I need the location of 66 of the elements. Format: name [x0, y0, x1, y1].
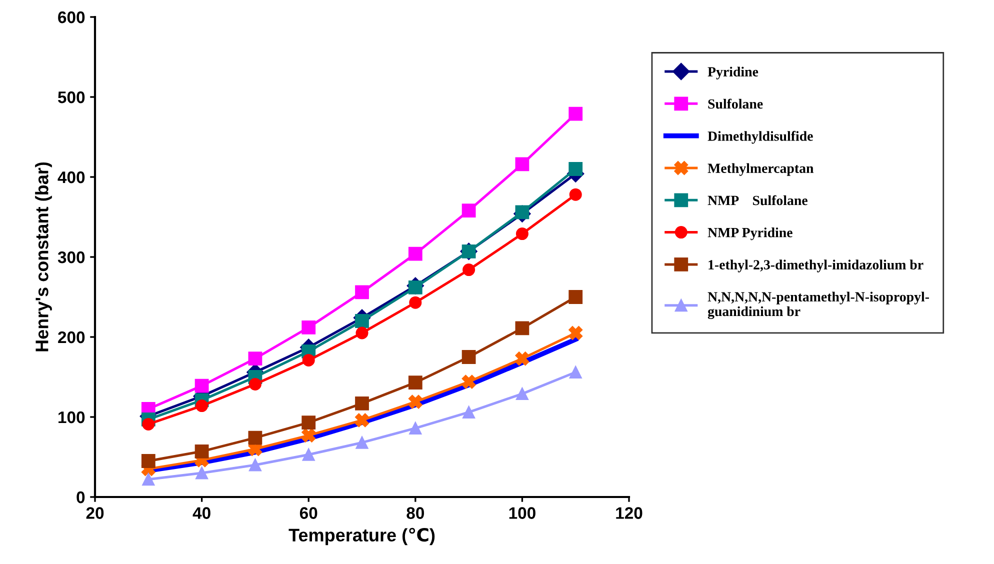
- point: [248, 458, 262, 472]
- point: [141, 454, 156, 468]
- legend-label: Dimethyldisulfide: [708, 130, 813, 144]
- point: [568, 290, 583, 304]
- point: [408, 394, 422, 409]
- y-tick-label: 600: [58, 11, 85, 24]
- y-tick-label: 500: [58, 91, 85, 104]
- point: [355, 396, 369, 410]
- x-tick-label: 100: [509, 507, 536, 519]
- point: [142, 473, 155, 486]
- point: [515, 352, 530, 366]
- y-axis-title: Henry's constant (bar): [35, 162, 52, 352]
- legend-label: Methylmercaptan: [708, 163, 814, 176]
- x-tick-label: 80: [406, 507, 424, 519]
- point: [142, 418, 155, 430]
- point: [355, 285, 369, 300]
- point: [302, 428, 316, 442]
- point: [302, 448, 315, 461]
- point: [515, 321, 530, 336]
- point: [569, 366, 582, 378]
- point: [462, 264, 476, 276]
- point: [568, 162, 583, 176]
- point: [356, 326, 368, 340]
- point: [302, 320, 316, 334]
- y-tick-label: 0: [76, 491, 85, 504]
- point: [248, 430, 262, 445]
- legend-label: NMP Sulfolane: [708, 195, 808, 206]
- point: [194, 444, 209, 458]
- point: [568, 326, 583, 340]
- point: [462, 406, 476, 418]
- point: [516, 228, 528, 240]
- point: [408, 376, 422, 390]
- legend-label: NMP Pyridine: [708, 228, 792, 240]
- point: [462, 204, 476, 218]
- y-tick-label: 200: [58, 331, 85, 344]
- x-tick-label: 120: [616, 507, 642, 519]
- point: [248, 378, 262, 390]
- point: [568, 106, 583, 121]
- point: [302, 416, 316, 430]
- y-tick-label: 100: [58, 411, 85, 424]
- point: [248, 352, 262, 366]
- point: [408, 246, 422, 261]
- point: [516, 388, 528, 400]
- point: [302, 354, 315, 366]
- point: [409, 422, 422, 434]
- point: [569, 188, 582, 201]
- legend-label: N,N,N,N,N-pentamethyl-N-isopropyl- guanidinium br: [708, 292, 929, 320]
- point: [355, 413, 369, 428]
- point: [196, 400, 208, 412]
- x-axis-title: Temperature (℃): [288, 528, 435, 546]
- legend-label: Pyridine: [708, 66, 758, 80]
- point: [194, 378, 209, 393]
- point: [462, 374, 476, 389]
- point: [196, 466, 208, 480]
- x-tick-label: 40: [192, 507, 210, 519]
- x-tick-label: 20: [86, 507, 104, 519]
- x-tick-label: 60: [300, 507, 318, 519]
- legend-label: 1-ethyl-2,3-dimethyl-imidazolium br: [708, 260, 924, 272]
- point: [515, 157, 530, 172]
- y-tick-label: 300: [58, 251, 85, 264]
- y-tick-label: 400: [58, 171, 85, 184]
- point: [356, 436, 368, 449]
- point: [462, 350, 476, 364]
- point: [355, 314, 369, 328]
- legend-label: Sulfolane: [708, 98, 763, 109]
- point: [409, 296, 422, 309]
